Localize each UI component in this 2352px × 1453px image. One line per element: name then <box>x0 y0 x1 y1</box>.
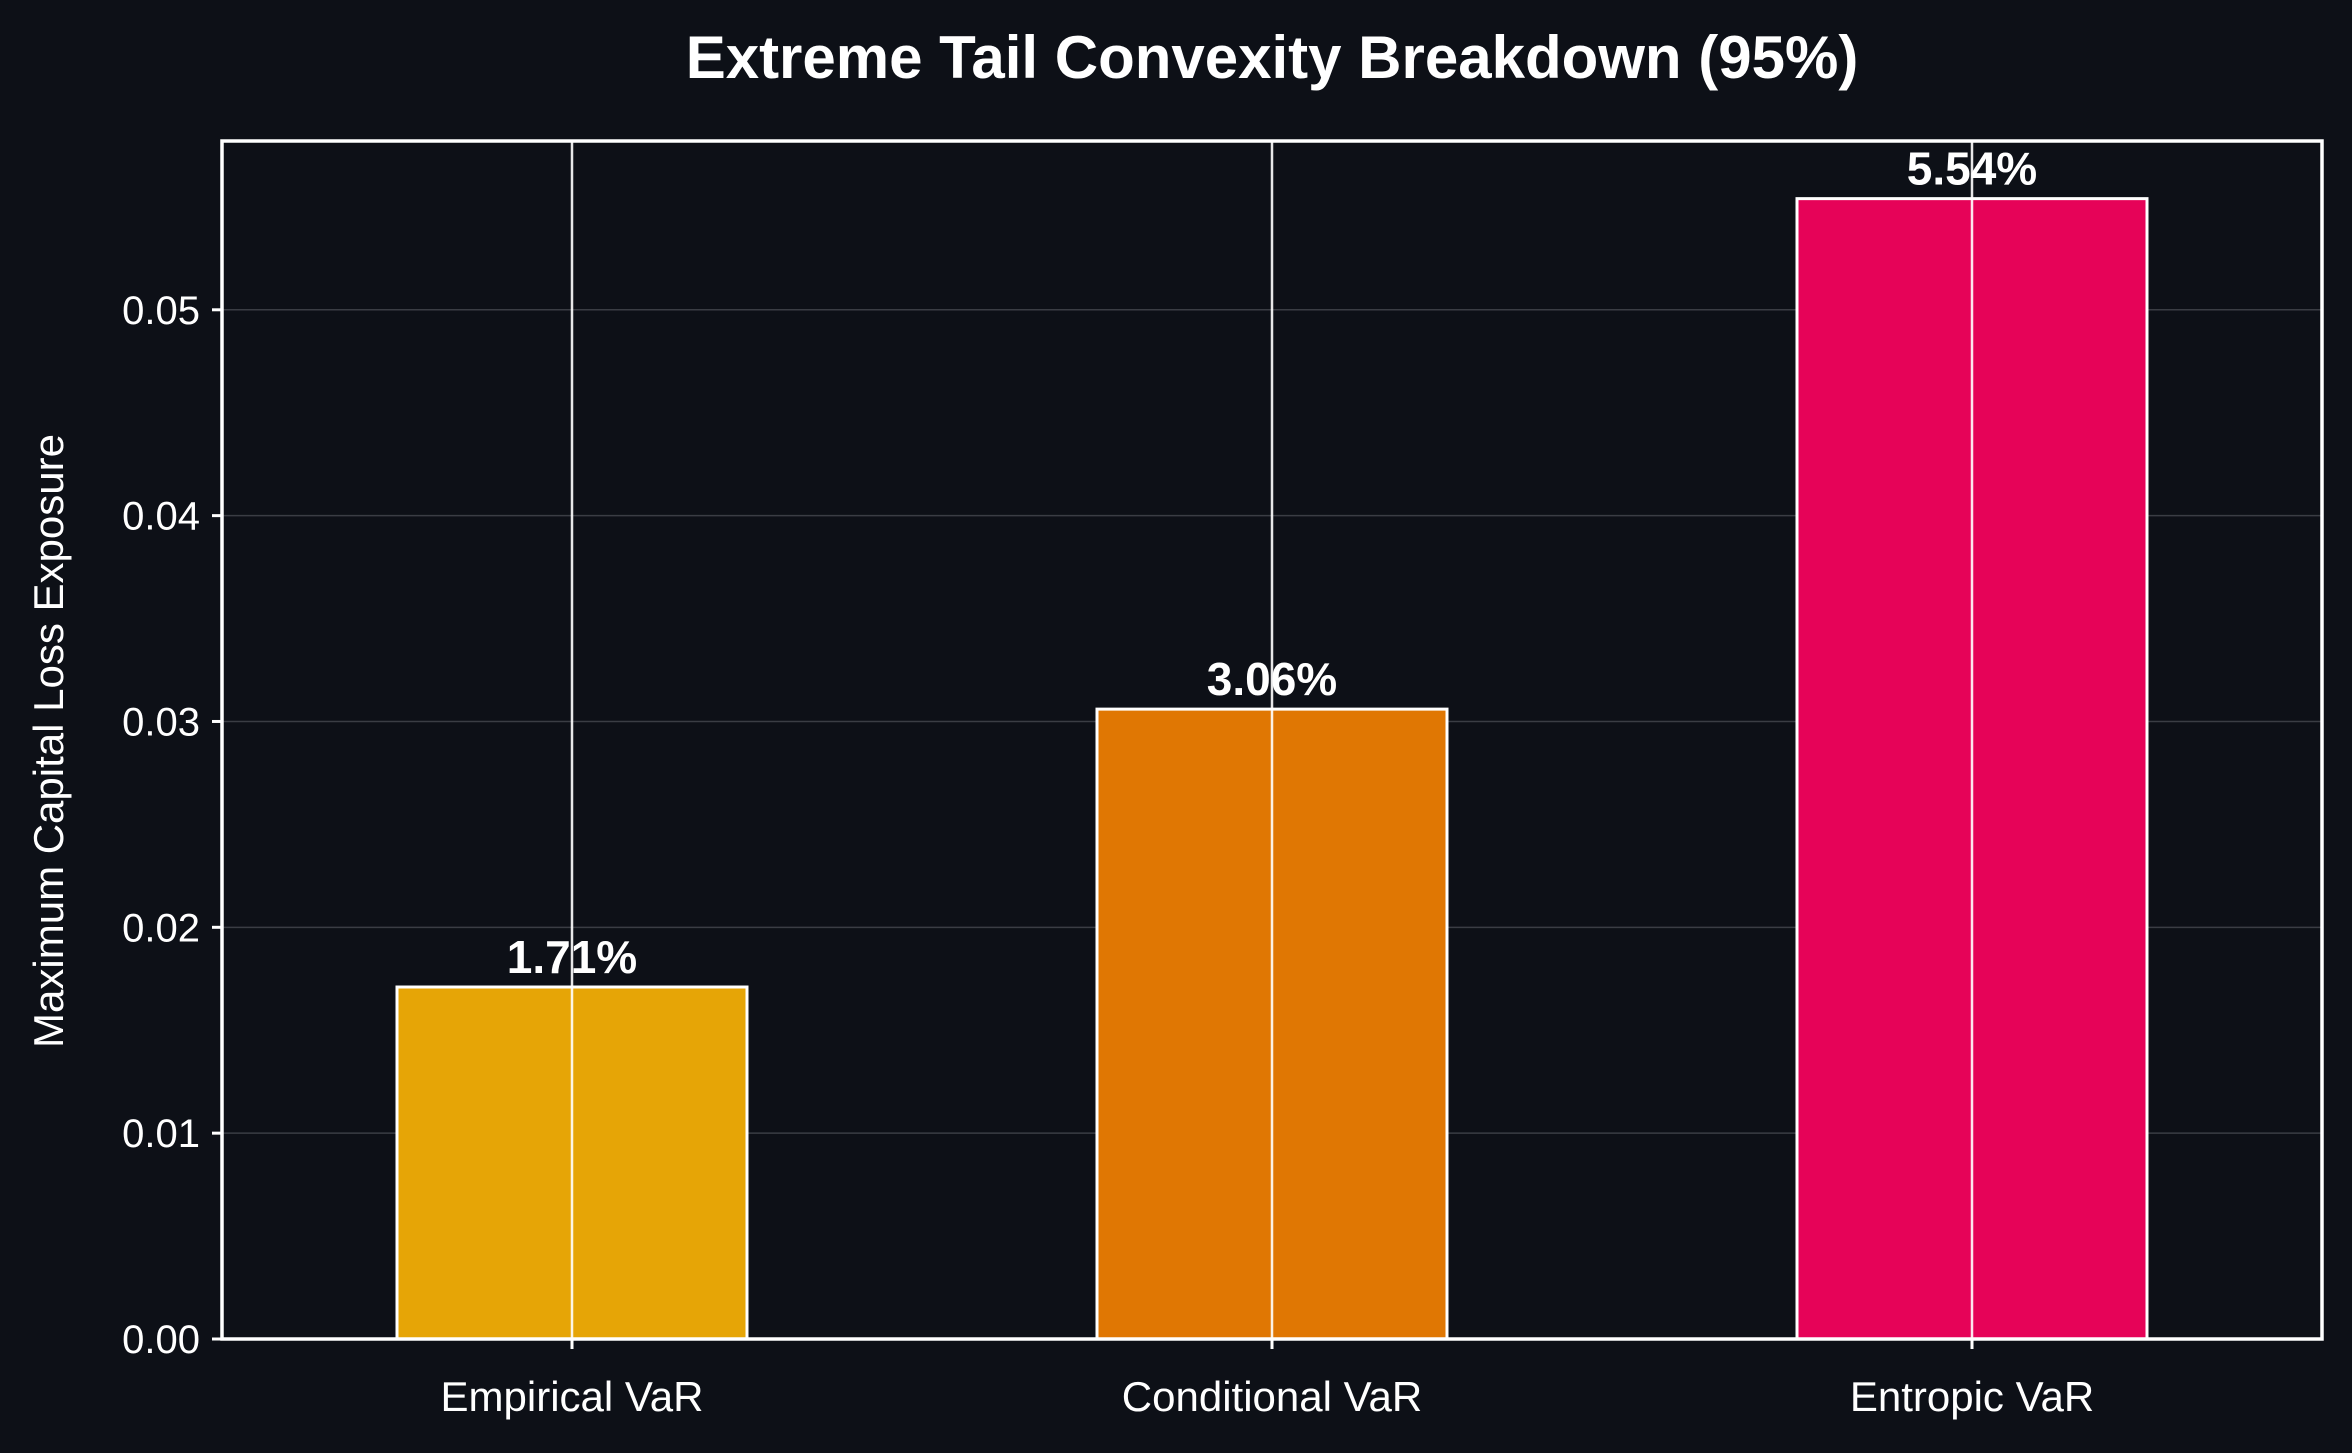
x-tick-label: Conditional VaR <box>1122 1373 1422 1420</box>
y-tick-label: 0.05 <box>122 289 200 333</box>
y-tick-label: 0.04 <box>122 495 200 539</box>
x-tick-label: Entropic VaR <box>1850 1373 2094 1420</box>
x-axis-ticks: Empirical VaR Conditional VaR Entropic VaR <box>441 1339 2094 1420</box>
y-tick-label: 0.02 <box>122 906 200 950</box>
value-labels: 1.71% 3.06% 5.54% <box>507 143 2037 983</box>
y-tick-label: 0.01 <box>122 1112 200 1156</box>
y-axis-label: Maximum Capital Loss Exposure <box>25 434 72 1048</box>
value-label: 3.06% <box>1207 653 1337 705</box>
y-axis-ticks: 0.00 0.01 0.02 0.03 0.04 0.05 <box>122 289 222 1362</box>
y-tick-label: 0.00 <box>122 1318 200 1362</box>
y-tick-label: 0.03 <box>122 700 200 744</box>
x-tick-label: Empirical VaR <box>441 1373 704 1420</box>
category-gridlines <box>570 141 1974 1339</box>
value-label: 1.71% <box>507 931 637 983</box>
chart-title: Extreme Tail Convexity Breakdown (95%) <box>686 24 1859 91</box>
value-label: 5.54% <box>1907 143 2037 195</box>
